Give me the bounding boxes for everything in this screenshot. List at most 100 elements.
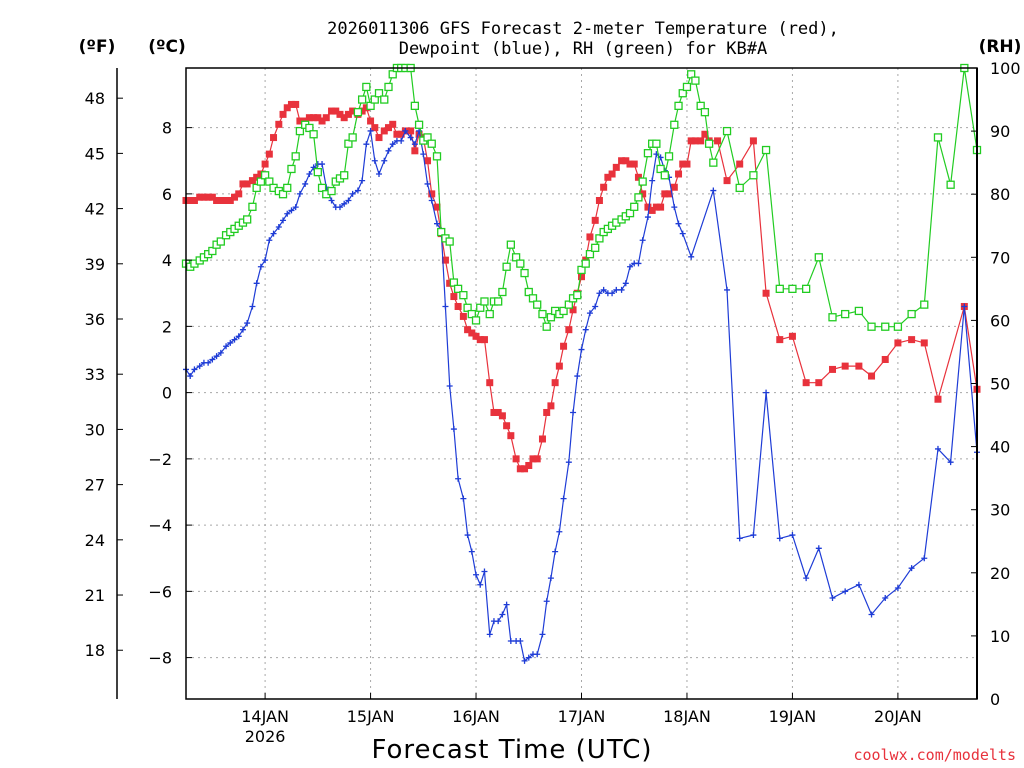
fahrenheit-tick-label: 36 <box>85 310 105 329</box>
dewpoint-point <box>187 373 194 380</box>
rh-tick-label: 0 <box>990 690 1000 709</box>
rh-point <box>445 237 454 246</box>
rh-point <box>828 313 837 322</box>
dewpoint-point <box>270 230 277 237</box>
dewpoint-point <box>596 290 603 297</box>
rh-point <box>437 227 446 237</box>
x-tick-label: 19JAN <box>769 707 817 726</box>
rh-point <box>573 291 582 300</box>
dewpoint-point <box>468 548 475 555</box>
dewpoint-point <box>649 177 656 184</box>
temperature-point <box>450 293 458 301</box>
rh-point <box>511 253 521 262</box>
dewpoint-point <box>710 187 717 194</box>
rh-point <box>520 268 529 278</box>
dewpoint-point <box>776 535 783 542</box>
rh-point <box>252 183 261 193</box>
temperature-point <box>358 107 366 115</box>
rh-point <box>348 133 357 142</box>
dewpoint-point <box>235 333 242 340</box>
dewpoint-point <box>196 363 203 370</box>
dewpoint-point <box>349 190 356 197</box>
temperature-point <box>512 455 520 463</box>
source-label: coolwx.com/modelts <box>853 746 1016 764</box>
fahrenheit-tick-label: 24 <box>85 531 105 550</box>
temperature-point <box>555 362 563 370</box>
rh-point <box>287 164 296 174</box>
dewpoint-point <box>424 180 431 187</box>
rh-point <box>357 95 367 104</box>
rh-point <box>691 76 700 85</box>
dewpoint-point <box>275 223 282 230</box>
rh-point <box>384 82 393 92</box>
dewpoint-point <box>618 286 625 293</box>
dewpoint-point <box>367 127 374 134</box>
rh-point <box>867 322 876 331</box>
dewpoint-point <box>191 366 198 373</box>
temperature-point <box>543 408 551 416</box>
dewpoint-point <box>688 253 695 260</box>
temperature-point <box>776 336 784 344</box>
rh-point <box>494 297 503 306</box>
rh-point <box>630 202 639 211</box>
dewpoint-point <box>266 237 273 244</box>
dewpoint-point <box>882 594 889 601</box>
temperature-point <box>560 342 568 350</box>
dewpoint-point <box>306 170 313 177</box>
rh-point <box>463 303 472 312</box>
rh-point <box>841 309 850 319</box>
dewpoint-point <box>815 545 822 552</box>
dewpoint-point <box>635 260 642 267</box>
dewpoint-point <box>262 257 269 264</box>
temperature-point <box>340 114 348 122</box>
rh-point <box>585 249 595 259</box>
temperature-point <box>397 130 405 138</box>
dewpoint-point <box>464 532 471 539</box>
dewpoint-point <box>789 532 796 539</box>
temperature-point <box>380 127 388 135</box>
temperature-point <box>618 157 626 165</box>
temperature-point <box>393 130 401 138</box>
rh-point <box>660 171 669 180</box>
rh-point <box>476 303 485 312</box>
rh-point <box>362 82 371 92</box>
dewpoint-point <box>249 303 256 310</box>
temperature-point <box>196 193 204 201</box>
temperature-point <box>454 302 462 310</box>
dewpoint-point <box>552 548 559 555</box>
dewpoint-point <box>205 359 212 366</box>
data-series <box>181 63 982 664</box>
rh-point <box>670 120 679 129</box>
temperature-point <box>389 120 397 128</box>
dewpoint-point <box>284 210 291 217</box>
celsius-tick-label: 2 <box>162 317 172 336</box>
temperature-point <box>407 127 415 135</box>
fahrenheit-tick-label: 27 <box>85 476 105 495</box>
dewpoint-point <box>481 568 488 575</box>
rh-point <box>471 316 481 325</box>
dewpoint-point <box>543 598 550 605</box>
dewpoint-point <box>231 336 238 343</box>
temperature-point <box>533 455 541 463</box>
rh-line <box>185 67 978 329</box>
dewpoint-point <box>341 200 348 207</box>
dewpoint-point <box>613 286 620 293</box>
temperature-point <box>459 312 467 320</box>
temperature-point <box>332 107 340 115</box>
dewpoint-point <box>223 343 230 350</box>
rh-point <box>498 287 507 297</box>
x-tick-label: 18JAN <box>663 707 711 726</box>
temperature-point <box>476 336 484 344</box>
dewpoint-point <box>921 555 928 562</box>
temperature-point <box>305 114 313 122</box>
rh-point <box>305 123 314 133</box>
temperature-point <box>279 110 287 118</box>
dewpoint-point <box>385 147 392 154</box>
rh-point <box>709 158 718 167</box>
dewpoint-point <box>310 164 317 171</box>
rh-point <box>559 306 568 316</box>
dewpoint-point <box>517 638 524 645</box>
temperature-point <box>208 193 216 201</box>
temperature-point <box>503 422 511 430</box>
dewpoint-point <box>829 594 836 601</box>
